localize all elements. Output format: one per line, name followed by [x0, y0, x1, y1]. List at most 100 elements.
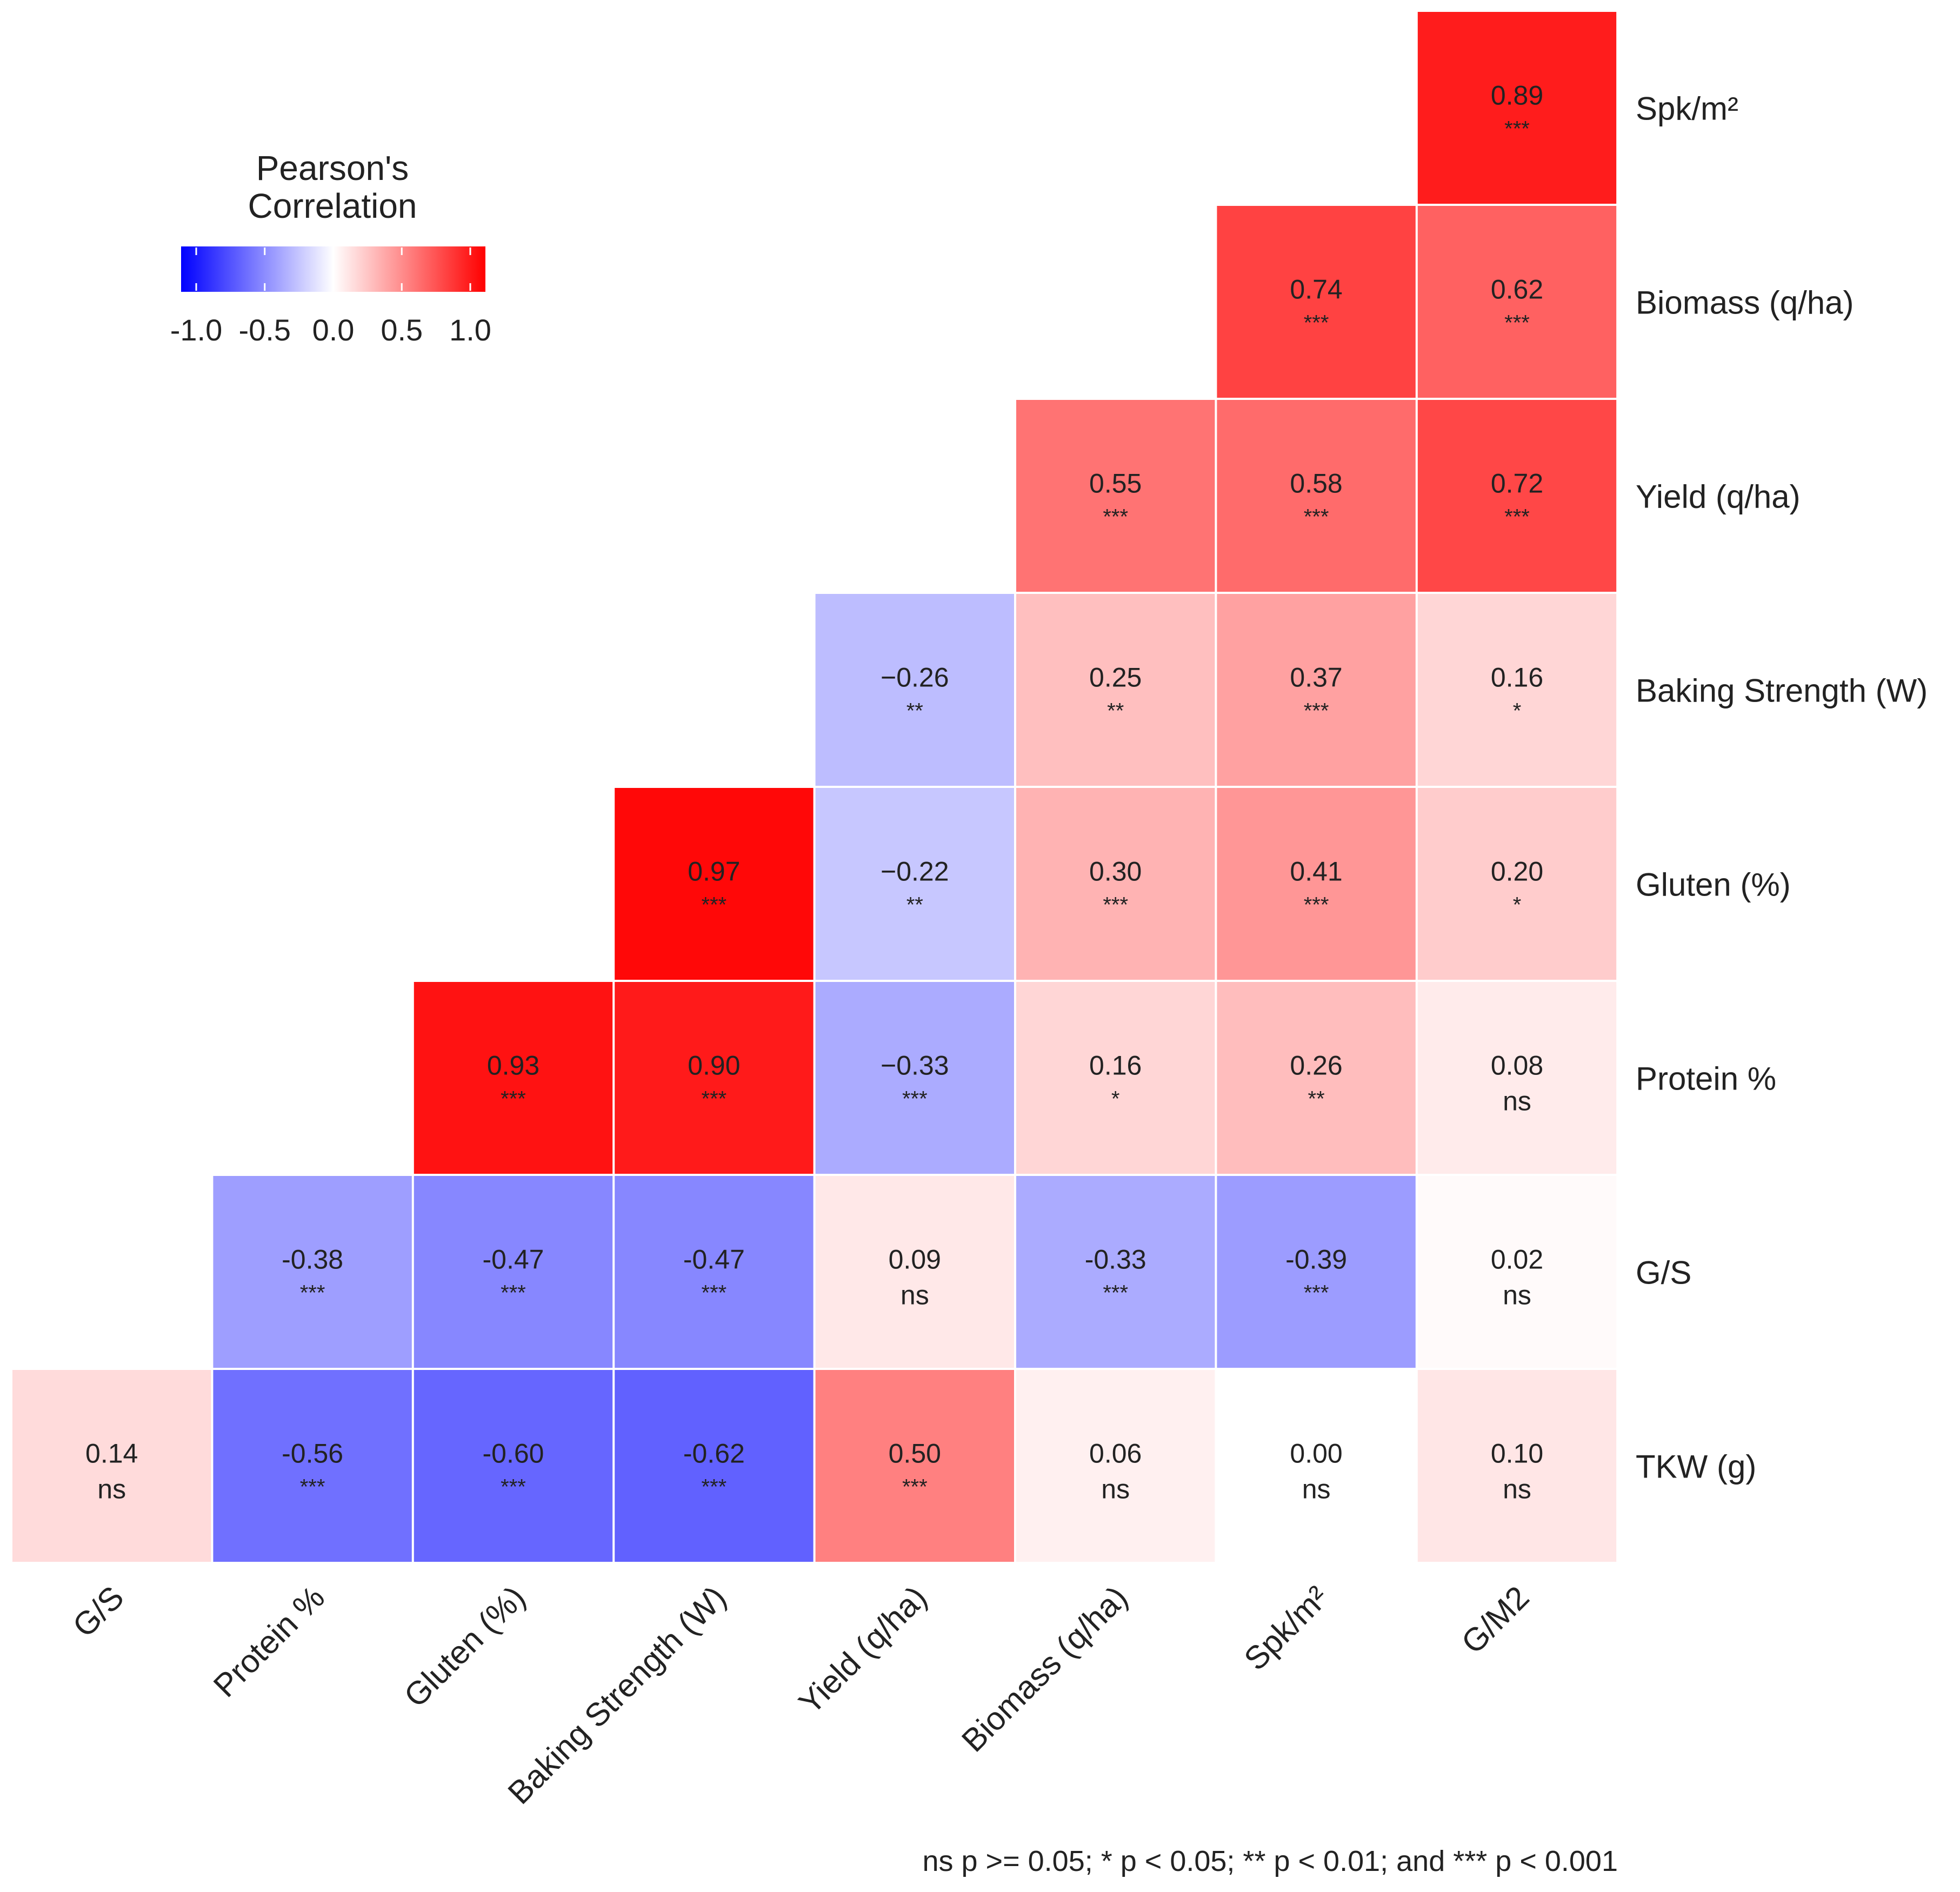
cell-significance-label: ns: [1101, 1474, 1130, 1505]
x-axis: G/S Protein % Gluten (%)Baking Strength (W…: [65, 1579, 1536, 1811]
cell-significance-label: ***: [300, 1281, 325, 1305]
cell-value-label: 0.02: [1491, 1245, 1543, 1275]
heatmap-cell-baking-strength-w-protein: [615, 982, 814, 1174]
cell-significance-label: ***: [1304, 1281, 1329, 1305]
heatmap-cell-spk-m-baking-strength-w: [1217, 594, 1416, 786]
cell-significance-label: ns: [1503, 1474, 1531, 1505]
cell-value-label: 0.14: [85, 1439, 138, 1469]
x-tick-label-g-m2: G/M2: [1455, 1579, 1536, 1661]
heatmap-cell-yield-q-ha-baking-strength-w: [815, 594, 1014, 786]
y-tick-label-tkw-g: TKW (g): [1636, 1449, 1756, 1485]
heatmap-cell-biomass-q-ha-tkw-g: [1016, 1370, 1215, 1562]
cell-value-label: -0.33: [1085, 1245, 1146, 1275]
cell-significance-label: ***: [1504, 505, 1530, 529]
cell-significance-label: *: [1513, 699, 1522, 723]
cells-layer: [12, 12, 1617, 1562]
cell-significance-label: ***: [501, 1281, 526, 1305]
heatmap-cell-protein-tkw-g: [213, 1370, 412, 1562]
cell-value-label: 0.58: [1290, 469, 1342, 499]
heatmap-cell-yield-q-ha-tkw-g: [815, 1370, 1014, 1562]
cell-value-label: 0.90: [688, 1051, 740, 1081]
heatmap-cell-gluten-tkw-g: [414, 1370, 613, 1562]
y-tick-label-protein: Protein %: [1636, 1061, 1776, 1097]
legend-title-line-2: Correlation: [248, 186, 417, 225]
cell-significance-label: **: [906, 893, 923, 917]
cell-value-label: 0.37: [1290, 663, 1342, 693]
heatmap-cell-baking-strength-w-gluten: [615, 788, 814, 980]
cell-significance-label: *: [1513, 893, 1522, 917]
cell-value-label: 0.41: [1290, 857, 1342, 887]
x-tick-label-baking-strength-w: Baking Strength (W): [501, 1579, 733, 1811]
heatmap-cell-yield-q-ha-protein: [815, 982, 1014, 1174]
y-tick-label-g-s: G/S: [1636, 1255, 1691, 1291]
y-tick-label-biomass-q-ha: Biomass (q/ha): [1636, 285, 1854, 321]
heatmap-cell-g-m2-g-s: [1417, 1176, 1617, 1368]
x-tick-label-spk-m: Spk/m²: [1237, 1579, 1336, 1677]
cell-value-label: -0.62: [683, 1439, 745, 1469]
cell-value-label: 0.30: [1089, 857, 1142, 887]
cell-value-label: 0.26: [1290, 1051, 1342, 1081]
heatmap-cell-g-m2-spk-m: [1417, 12, 1617, 204]
heatmap-cell-protein-g-s: [213, 1176, 412, 1368]
heatmap-cell-gluten-g-s: [414, 1176, 613, 1368]
cell-value-label: 0.08: [1491, 1051, 1543, 1081]
cell-significance-label: ***: [300, 1475, 325, 1499]
cell-value-label: -0.60: [483, 1439, 544, 1469]
cell-significance-label: ***: [1504, 311, 1530, 335]
x-tick-label-yield-q-ha: Yield (q/ha): [792, 1579, 934, 1721]
heatmap-cell-biomass-q-ha-gluten: [1016, 788, 1215, 980]
cell-significance-label: ***: [702, 893, 727, 917]
cell-value-label: 0.09: [889, 1245, 941, 1275]
cell-value-label: 0.20: [1491, 857, 1543, 887]
heatmap-cell-biomass-q-ha-protein: [1016, 982, 1215, 1174]
cell-significance-label: ***: [1304, 505, 1329, 529]
cell-value-label: -0.38: [282, 1245, 343, 1275]
heatmap-cell-g-m2-gluten: [1417, 788, 1617, 980]
cell-significance-label: ***: [1304, 311, 1329, 335]
heatmap-cell-spk-m-protein: [1217, 982, 1416, 1174]
heatmap-cell-g-s-tkw-g: [12, 1370, 211, 1562]
cell-significance-label: ***: [1103, 893, 1128, 917]
cell-significance-label: ***: [1103, 505, 1128, 529]
cell-value-label: 0.89: [1491, 81, 1543, 111]
cell-value-label: 0.06: [1089, 1439, 1142, 1469]
heatmap-cell-spk-m-g-s: [1217, 1176, 1416, 1368]
heatmap-cell-biomass-q-ha-yield-q-ha: [1016, 400, 1215, 592]
heatmap-cell-biomass-q-ha-baking-strength-w: [1016, 594, 1215, 786]
cell-significance-label: **: [1308, 1087, 1325, 1111]
cell-significance-label: ***: [501, 1087, 526, 1111]
cell-significance-label: ***: [1304, 699, 1329, 723]
legend-tick-label: -1.0: [170, 313, 223, 347]
cell-significance-label: ***: [902, 1087, 928, 1111]
x-tick-label-protein: Protein %: [206, 1579, 331, 1704]
cell-value-label: −0.26: [881, 663, 949, 693]
cell-value-label: -0.47: [483, 1245, 544, 1275]
cell-value-label: -0.56: [282, 1439, 343, 1469]
footnote: ns p >= 0.05; * p < 0.05; ** p < 0.01; a…: [922, 1845, 1618, 1877]
cell-significance-label: **: [1107, 699, 1124, 723]
heatmap-cell-g-m2-protein: [1417, 982, 1617, 1174]
cell-significance-label: ***: [1103, 1281, 1128, 1305]
cell-significance-label: ***: [702, 1281, 727, 1305]
heatmap-cell-baking-strength-w-tkw-g: [615, 1370, 814, 1562]
heatmap-cell-yield-q-ha-gluten: [815, 788, 1014, 980]
cell-value-label: 0.72: [1491, 469, 1543, 499]
legend-tick-label: -0.5: [239, 313, 291, 347]
legend-ticks: -1.0 -0.5 0.0 0.5 1.0: [170, 248, 491, 347]
cell-significance-label: ns: [1503, 1086, 1531, 1117]
cell-value-label: 0.10: [1491, 1439, 1543, 1469]
cell-significance-label: ***: [902, 1475, 928, 1499]
cell-significance-label: ***: [702, 1475, 727, 1499]
heatmap-cell-g-m2-tkw-g: [1417, 1370, 1617, 1562]
x-tick-label-g-s: G/S: [65, 1579, 130, 1644]
legend-title-line-1: Pearson's: [256, 149, 409, 188]
cell-value-label: −0.33: [881, 1051, 949, 1081]
cell-significance-label: ***: [702, 1087, 727, 1111]
heatmap-cell-g-m2-baking-strength-w: [1417, 594, 1617, 786]
cell-value-label: 0.00: [1290, 1439, 1342, 1469]
heatmap-cell-yield-q-ha-g-s: [815, 1176, 1014, 1368]
heatmap-cell-g-m2-yield-q-ha: [1417, 400, 1617, 592]
y-tick-label-gluten: Gluten (%): [1636, 867, 1791, 903]
y-tick-label-yield-q-ha: Yield (q/ha): [1636, 479, 1801, 515]
cell-labels-layer: 0.89***0.74***0.62***0.55***0.58***0.72*…: [85, 81, 1543, 1505]
